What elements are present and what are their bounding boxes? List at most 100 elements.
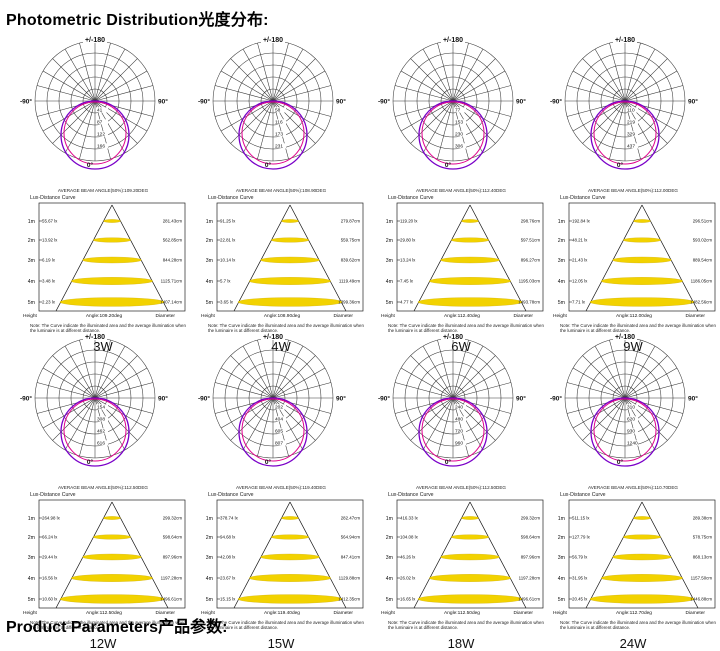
diameter-column-label: Diameter	[334, 610, 354, 616]
beam-angle-caption: AVERAGE BEAM ANGLE(50%):112.40DEG	[416, 188, 506, 193]
polar-spoke	[52, 355, 96, 399]
axis-label-left: -90°	[20, 98, 32, 106]
height-label: 4m	[28, 576, 35, 582]
axis-label-left: -90°	[198, 98, 210, 106]
height-label: 2m	[28, 535, 35, 541]
polar-spoke	[52, 58, 96, 102]
axis-label-right: 90°	[516, 395, 526, 403]
height-label: 1m	[28, 219, 35, 225]
height-label: 4m	[558, 279, 565, 285]
cone-line-right	[289, 501, 347, 609]
height-label: 1m	[386, 516, 393, 522]
diameter-value: 1197.28cm	[161, 576, 183, 581]
photometric-panel-2: 77 153 230 306 +/-180 -90° 90° 0° AVERAGE BEAM A…	[376, 35, 546, 354]
polar-spoke	[272, 85, 332, 102]
beam-ellipse	[440, 553, 500, 561]
axis-label-bottom: 0°	[445, 161, 452, 169]
axis-label-bottom: 0°	[445, 458, 452, 466]
ring-label-bg	[274, 416, 286, 422]
ring-value-label: 329	[627, 132, 635, 138]
height-label: 3m	[206, 555, 213, 561]
intensity-curve-secondary	[421, 398, 485, 462]
diameter-value: 1119.49cm	[339, 279, 360, 284]
polar-spoke	[242, 345, 274, 399]
polar-spoke	[582, 397, 626, 441]
height-label: 2m	[558, 238, 565, 244]
diameter-value: 282.47cm	[341, 516, 361, 521]
polar-spoke	[594, 345, 626, 399]
lux-value: 416.33 lx	[400, 516, 419, 521]
axis-label-right: 90°	[158, 395, 168, 403]
polar-spoke	[437, 42, 454, 102]
beam-ellipse	[601, 277, 683, 285]
height-column-label: Height	[553, 313, 568, 319]
top-label-bg	[83, 35, 107, 43]
photometric-panel-5: 202 404 605 807 +/-180 -90° 90° 0° AVERAGE BEAM …	[196, 332, 366, 651]
cone-line-right	[111, 204, 169, 312]
top-label-bg	[261, 35, 285, 43]
polar-spoke	[94, 70, 148, 102]
intensity-curve-main	[418, 100, 488, 170]
diameter-value: 897.96cm	[521, 555, 541, 560]
curve-note: Note: The Curve indicate the illuminated…	[560, 323, 716, 334]
angle-label: Angle:112.00deg	[616, 313, 652, 319]
photometric-panel-7: 310 620 930 1240 +/-180 -90° 90° 0° AVERAGE BEAM…	[548, 332, 718, 651]
lux-value: 16.56 lx	[42, 576, 58, 581]
height-label: 5m	[558, 597, 565, 603]
cone-line-left	[585, 204, 643, 312]
lux-distance-chart: 1m 416.33 lx 299.32cm 2m 104.08 lx 598.64cm 3m…	[381, 499, 544, 616]
polar-spoke	[410, 397, 454, 441]
lux-value: 31.95 lx	[572, 576, 588, 581]
polar-spoke	[624, 85, 684, 102]
polar-spoke	[230, 100, 274, 144]
polar-spoke	[272, 339, 289, 399]
polar-spoke	[52, 100, 96, 144]
height-column-label: Height	[553, 610, 568, 616]
beam-ellipse	[59, 297, 165, 307]
axis-label-right: 90°	[336, 395, 346, 403]
ring-label-bg	[96, 107, 108, 113]
ring-label-bg	[96, 440, 108, 446]
height-label: 5m	[28, 597, 35, 603]
beam-ellipse	[589, 594, 695, 604]
height-label: 5m	[206, 597, 213, 603]
lux-value: 66.24 lx	[42, 535, 58, 540]
diameter-column-label: Diameter	[156, 610, 176, 616]
ring-value-label: 306	[455, 144, 463, 150]
lux-value: 20.45 lx	[572, 597, 588, 602]
page-title: Photometric Distribution光度分布:	[6, 12, 269, 29]
wattage-label: 12W	[89, 636, 117, 651]
ring-label-bg	[454, 440, 466, 446]
intensity-curve-main	[418, 397, 488, 467]
polar-spoke	[94, 42, 111, 102]
lux-value: 26.02 lx	[400, 576, 416, 581]
polar-spoke	[272, 382, 332, 399]
ring-value-label: 41	[97, 108, 103, 114]
height-label: 2m	[206, 535, 213, 541]
ring-label-bg	[626, 119, 638, 125]
ring-label-bg	[96, 131, 108, 137]
height-label: 3m	[28, 555, 35, 561]
ring-label-bg	[626, 131, 638, 137]
polar-spoke	[410, 355, 454, 399]
lux-value: 42.08 lx	[220, 555, 236, 560]
axis-label-top: +/-180	[85, 37, 105, 44]
ring-label-bg	[96, 143, 108, 149]
ring-label-bg	[626, 404, 638, 410]
polar-spoke	[94, 48, 126, 102]
height-label: 2m	[386, 535, 393, 541]
ring-label-bg	[274, 440, 286, 446]
polar-spoke	[220, 70, 274, 102]
polar-spoke	[572, 367, 626, 399]
cone-line-left	[55, 204, 113, 312]
diameter-value: 598.64cm	[163, 535, 183, 540]
beam-ellipse	[601, 574, 683, 582]
beam-ellipse	[103, 516, 121, 520]
diameter-value: 839.62cm	[341, 258, 361, 263]
beam-ellipse	[93, 534, 131, 540]
ring-value-label: 110	[627, 108, 635, 114]
ring-label-bg	[454, 416, 466, 422]
lux-value: 378.74 lx	[220, 516, 239, 521]
polar-spoke	[79, 100, 96, 160]
polar-spoke	[257, 42, 274, 102]
